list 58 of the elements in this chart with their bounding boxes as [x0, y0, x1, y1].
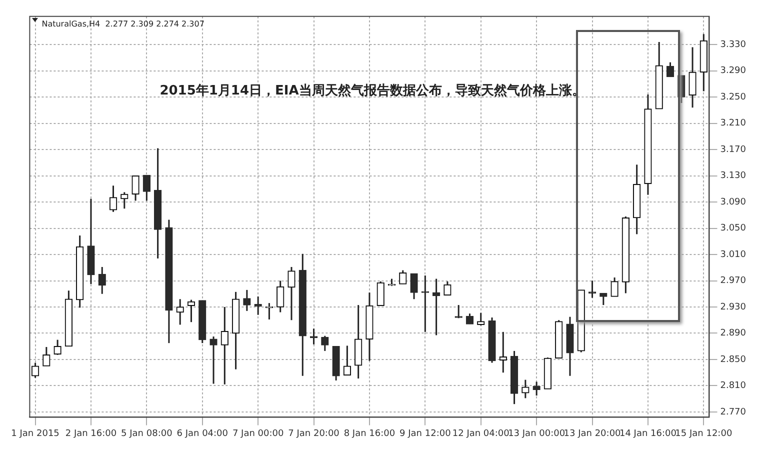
x-tick-label: 6 Jan 04:00	[176, 428, 228, 439]
candlestick	[532, 381, 540, 396]
candlestick	[220, 306, 228, 386]
candlestick	[176, 298, 184, 326]
y-tick-label: 2.810	[720, 381, 746, 392]
candlestick	[499, 331, 507, 374]
candlestick	[142, 174, 151, 202]
annotation: NaturalGas,H4 2.277 2.309 2.274 2.307	[42, 19, 204, 28]
y-tick-label: 3.010	[720, 250, 746, 260]
candlestick	[588, 280, 596, 299]
candlestick	[42, 346, 50, 367]
x-tick-label: 13 Jan 20:00	[564, 428, 622, 439]
y-tick-label: 3.050	[720, 224, 746, 234]
candlestick	[376, 280, 384, 306]
x-tick-label: 14 Jan 16:00	[619, 428, 677, 439]
candlestick	[688, 46, 696, 108]
candlestick	[343, 344, 352, 376]
y-tick-label: 2.770	[720, 407, 746, 418]
candlestick	[600, 292, 608, 306]
candlestick	[288, 266, 296, 321]
x-tick-label: 9 Jan 12:00	[400, 428, 452, 439]
y-tick-label: 2.890	[720, 328, 746, 339]
x-tick-label: 7 Jan 20:00	[288, 428, 340, 439]
y-tick-label: 2.930	[720, 302, 746, 312]
candlestick	[187, 299, 196, 323]
x-tick-label: 8 Jan 16:00	[344, 428, 396, 439]
y-tick-label: 3.130	[720, 171, 746, 182]
x-tick-label: 1 Jan 2015	[11, 428, 60, 439]
x-tick-label: 15 Jan 12:00	[675, 428, 732, 439]
y-tick-label: 3.250	[720, 92, 746, 102]
candlestick	[410, 272, 418, 300]
candlestick	[477, 312, 485, 326]
candlestick	[54, 339, 62, 356]
x-tick-label: 5 Jan 08:00	[121, 428, 173, 439]
x-tick-label: 7 Jan 00:00	[232, 428, 284, 439]
y-tick-label: 2.970	[720, 276, 746, 286]
candlestick	[132, 175, 140, 202]
candlestick	[432, 278, 440, 336]
candlestick	[610, 276, 618, 298]
x-tick-label: 13 Jan 00:00	[508, 428, 566, 439]
candlestick	[454, 304, 462, 319]
y-tick-label: 3.330	[720, 40, 746, 50]
candlestick	[109, 184, 118, 213]
y-tick-label: 3.210	[720, 118, 746, 129]
candlestick	[522, 379, 530, 399]
y-tick-label: 3.170	[720, 144, 746, 155]
y-tick-label: 3.290	[720, 66, 746, 76]
candlestick	[276, 280, 284, 313]
candlestick	[210, 336, 218, 384]
y-tick-label: 3.090	[720, 197, 746, 208]
x-tick-label: 12 Jan 04:00	[452, 428, 510, 439]
candlestick	[31, 362, 40, 379]
candlestick	[243, 289, 251, 312]
candlestick	[98, 266, 106, 295]
candlestick	[321, 335, 329, 352]
candlestick	[421, 274, 429, 333]
x-tick-label: 2 Jan 16:00	[65, 428, 117, 439]
y-tick-label: 2.850	[720, 354, 746, 365]
